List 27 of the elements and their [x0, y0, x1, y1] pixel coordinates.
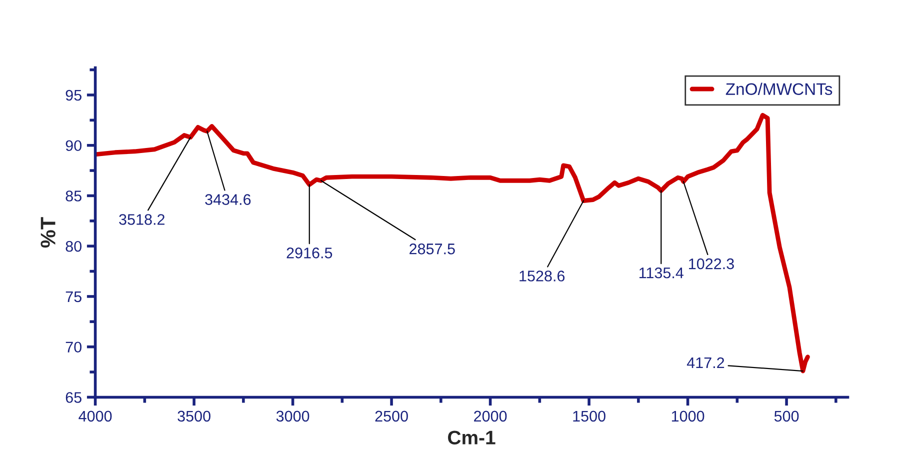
annotation: 3434.6 [205, 194, 251, 205]
legend-label: ZnO/MWCNTs [726, 82, 832, 96]
x-tick-label: 3500 [178, 410, 210, 422]
annotation: 2857.5 [410, 244, 455, 254]
y-tick-label: 65 [66, 392, 82, 403]
x-tick-label: 2500 [375, 410, 408, 422]
annotation: 2916.5 [286, 248, 332, 258]
x-tick-label: 1500 [573, 410, 606, 422]
y-tick-label: 80 [66, 240, 82, 252]
annotation: 1022.3 [689, 258, 734, 270]
y-tick-label: 90 [66, 140, 82, 152]
line-series [95, 112, 810, 374]
x-tick-label: 3000 [276, 410, 310, 422]
annotation: 1135.4 [639, 267, 684, 278]
y-tick-label: 75 [66, 291, 82, 302]
annotation: 417.2 [686, 357, 724, 368]
y-axis-title: %T [40, 217, 56, 248]
x-tick-label: 1000 [672, 410, 704, 422]
annotation: 1528.6 [520, 270, 565, 282]
y-tick-label: 95 [66, 90, 82, 101]
x-tick-label: 500 [774, 410, 799, 422]
x-tick-label: 2000 [474, 410, 507, 422]
y-tick-label: 85 [66, 190, 82, 202]
x-tick-label: 4000 [78, 410, 112, 422]
annotation: 3518.2 [119, 214, 164, 225]
y-tick-label: 70 [66, 342, 82, 353]
x-axis-title: Cm-1 [448, 430, 496, 444]
